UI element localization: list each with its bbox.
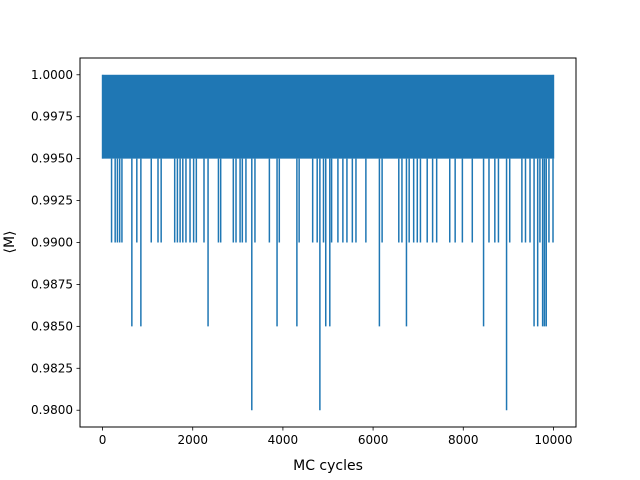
y-tick-label: 0.9800	[31, 403, 73, 417]
y-tick-label: 0.9950	[31, 152, 73, 166]
data-series	[101, 74, 555, 411]
y-tick-label: 0.9825	[31, 361, 73, 375]
x-tick-label: 0	[99, 433, 107, 447]
y-tick-label: 0.9900	[31, 236, 73, 250]
y-axis-ticks: 0.9800 0.9825 0.9850 0.9875 0.9900 0.9925 0.99…	[31, 68, 80, 417]
y-axis-label: ⟨M⟩	[2, 230, 18, 253]
x-tick-label: 8000	[448, 433, 479, 447]
y-tick-label: 1.0000	[31, 68, 73, 82]
x-tick-label: 4000	[268, 433, 299, 447]
y-tick-label: 0.9925	[31, 194, 73, 208]
y-tick-label: 0.9875	[31, 277, 73, 291]
x-tick-label: 6000	[358, 433, 389, 447]
y-tick-label: 0.9850	[31, 319, 73, 333]
x-axis-label: MC cycles	[293, 458, 363, 474]
x-tick-label: 2000	[177, 433, 208, 447]
series-band	[102, 74, 554, 159]
x-tick-label: 10000	[534, 433, 572, 447]
x-axis-ticks: 0 2000 4000 6000 8000 10000	[99, 427, 573, 447]
plot-area	[80, 58, 576, 427]
y-tick-label: 0.9975	[31, 110, 73, 124]
